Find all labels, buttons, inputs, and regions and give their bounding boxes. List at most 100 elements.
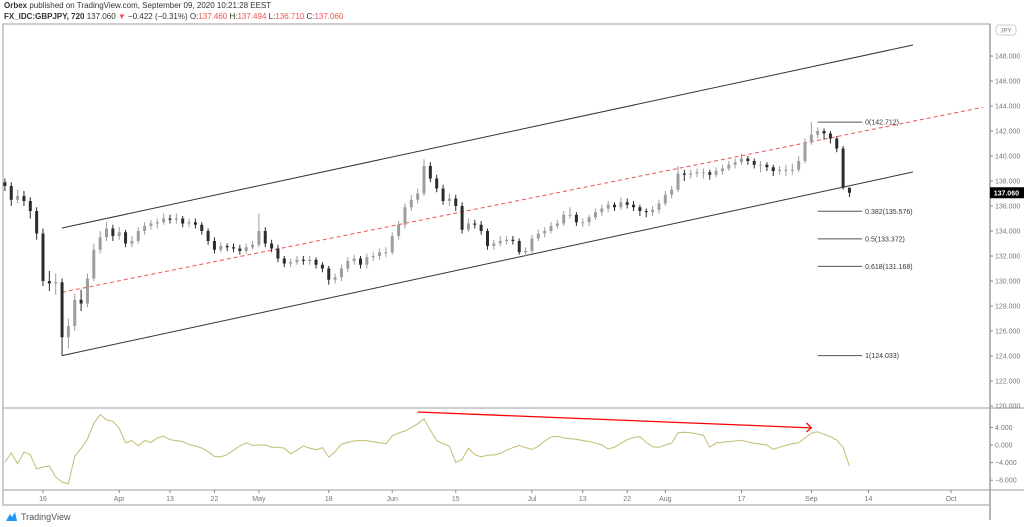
- candle: [314, 257, 318, 269]
- candle-body: [797, 161, 801, 170]
- candle-body: [98, 237, 102, 250]
- candle: [3, 178, 7, 191]
- time-tick-label: 16: [39, 496, 47, 503]
- candle: [625, 198, 629, 209]
- candle: [117, 227, 121, 240]
- candle: [98, 231, 102, 254]
- oscillator-tick-label: −8.000: [995, 478, 1017, 485]
- candle-body: [632, 204, 636, 208]
- price-change: −0.422 (−0.31%): [128, 12, 188, 21]
- candle-body: [124, 232, 128, 244]
- time-tick-label: 13: [579, 496, 587, 503]
- candle-body: [301, 259, 305, 261]
- candle-body: [593, 212, 597, 218]
- time-tick-label: May: [252, 496, 266, 503]
- channel-lower-line: [61, 171, 914, 357]
- candle-body: [771, 167, 775, 171]
- candle-body: [162, 218, 166, 223]
- candle: [181, 216, 185, 228]
- candle-body: [339, 268, 343, 278]
- high-label: H:: [229, 12, 238, 21]
- candle: [511, 236, 515, 245]
- candle: [759, 161, 763, 173]
- candle: [339, 264, 343, 281]
- candle-body: [536, 233, 540, 239]
- candle-body: [835, 138, 839, 149]
- candle-body: [73, 299, 77, 326]
- candle: [232, 243, 235, 253]
- price-tick-label: 138.000: [995, 179, 1020, 186]
- price-axis[interactable]: 148.000 146.000 144.000 142.000 140.000 138.0…: [990, 54, 1020, 411]
- candle-body: [422, 166, 426, 194]
- candle-body: [212, 241, 216, 250]
- candle: [124, 229, 128, 248]
- candle: [428, 162, 432, 183]
- candle-body: [143, 226, 147, 231]
- candle: [365, 253, 369, 269]
- tradingview-logo[interactable]: TradingView: [4, 511, 71, 522]
- oscillator-tick-label: 4.000: [995, 425, 1013, 432]
- candle-body: [346, 261, 350, 269]
- candle-body: [168, 218, 172, 220]
- candle-body: [625, 202, 629, 205]
- candle: [333, 273, 337, 284]
- candle: [257, 213, 261, 248]
- candle: [727, 161, 731, 171]
- candle: [587, 214, 591, 226]
- candle-body: [333, 277, 337, 280]
- candle: [454, 194, 458, 211]
- candle: [155, 218, 159, 229]
- candle: [746, 156, 750, 165]
- candle: [60, 278, 64, 356]
- divergence-arrow: [417, 411, 812, 429]
- candle: [416, 188, 420, 204]
- candle: [803, 138, 807, 164]
- fib-level-label: 1(124.033): [865, 353, 899, 360]
- candle-body: [466, 223, 470, 230]
- candle-body: [828, 133, 832, 139]
- candle: [352, 254, 356, 265]
- time-axis[interactable]: 16 Apr 13 22 May 18 Jun 15 Jul 13 22 Aug 17 Sep 14 Oct: [39, 490, 957, 503]
- candle-body: [613, 204, 616, 208]
- candle: [784, 164, 788, 176]
- candle: [809, 122, 813, 145]
- oscillator-tick-label: −4.000: [995, 460, 1017, 467]
- candle: [638, 204, 642, 216]
- candle-body: [365, 257, 369, 265]
- candle-body: [308, 259, 312, 261]
- candle: [549, 222, 553, 234]
- candle: [174, 213, 178, 224]
- candle-body: [486, 231, 489, 246]
- candles-layer: [3, 122, 851, 356]
- candle: [701, 168, 705, 179]
- currency-badge[interactable]: JPY: [995, 24, 1017, 36]
- candle: [644, 208, 648, 218]
- candle: [765, 162, 769, 171]
- candle-body: [9, 186, 13, 200]
- candle-body: [22, 196, 26, 201]
- symbol-info: FX_IDC:GBPJPY, 720 137.060 ▼ −0.422 (−0.…: [4, 12, 343, 21]
- candle-body: [428, 166, 432, 179]
- candle-body: [35, 211, 39, 234]
- candle: [492, 239, 496, 250]
- oscillator-axis[interactable]: 4.000 0.000 −4.000 −8.000: [990, 425, 1017, 485]
- candle-body: [682, 173, 686, 175]
- candle-body: [187, 222, 191, 224]
- candle-body: [847, 187, 851, 193]
- arrowhead-icon: [805, 422, 813, 433]
- high-value: 137.494: [237, 12, 267, 21]
- candle-body: [225, 246, 229, 248]
- candle-body: [92, 249, 96, 279]
- candle-body: [244, 247, 248, 251]
- candle-body: [517, 241, 521, 253]
- candle-body: [16, 196, 20, 200]
- candle: [517, 238, 521, 255]
- candle: [378, 248, 382, 260]
- candle: [568, 207, 572, 219]
- candle: [282, 256, 286, 268]
- candle-body: [66, 326, 70, 338]
- candle: [606, 201, 610, 213]
- currency-label: JPY: [1000, 29, 1011, 35]
- candle: [397, 221, 401, 240]
